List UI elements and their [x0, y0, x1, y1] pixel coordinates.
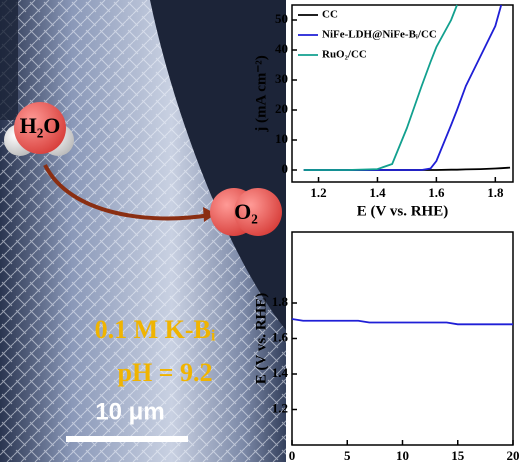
reactant-label: H₂O: [20, 113, 61, 138]
data-line: [291, 318, 513, 326]
x-tick-label: 20: [507, 448, 520, 462]
x-tick-label: 10: [396, 448, 409, 462]
y-tick-label: 50: [275, 11, 288, 26]
y-tick-label: 20: [275, 101, 288, 116]
ph-label: pH = 9.2: [118, 358, 213, 387]
electrolyte-label: 0.1 M K-Bᵢ: [95, 315, 216, 344]
legend-label: CC: [322, 9, 338, 21]
y-tick-label: 1.6: [272, 329, 289, 344]
data-line: [303, 4, 458, 171]
x-tick-label: 1.8: [487, 185, 504, 200]
plot-area: [291, 231, 514, 446]
x-tick-label: 1.2: [310, 185, 326, 200]
plot-area: [291, 4, 514, 183]
x-tick-label: 15: [451, 448, 465, 462]
y-tick-label: 1.2: [272, 400, 288, 415]
product-label: O₂: [234, 199, 258, 224]
y-axis-label: E (V vs. RHE): [253, 293, 269, 384]
scale-bar-label: 10 μm: [95, 398, 164, 425]
y-tick-label: 10: [275, 131, 288, 146]
legend-label: RuO₂/CC: [322, 49, 367, 61]
legend-label: NiFe-LDH@NiFe-Bᵢ/CC: [322, 29, 437, 41]
y-tick-label: 1.4: [272, 365, 289, 380]
y-tick-label: 1.8: [272, 294, 289, 309]
scale-bar: [66, 436, 188, 442]
y-tick-label: 30: [275, 71, 288, 86]
molecules: [4, 102, 282, 236]
y-tick-label: 0: [282, 161, 289, 176]
x-tick-label: 1.6: [428, 185, 445, 200]
y-tick-label: 40: [275, 41, 288, 56]
x-axis-label: E (V vs. RHE): [357, 203, 448, 219]
x-tick-label: 5: [344, 448, 351, 462]
y-axis-label: j (mA cm⁻²): [253, 55, 269, 133]
x-tick-label: 1.4: [369, 185, 386, 200]
x-tick-label: 0: [289, 448, 296, 462]
